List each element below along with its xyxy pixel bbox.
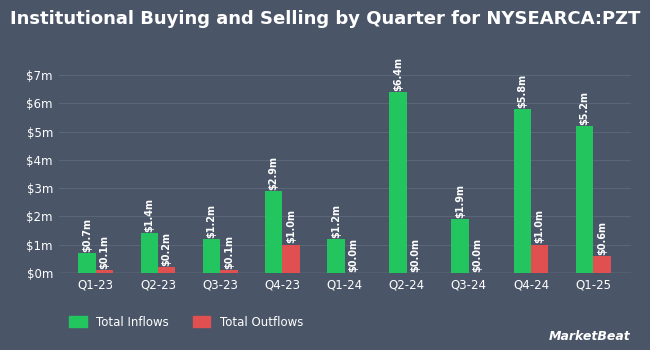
Text: $1.0m: $1.0m (286, 209, 296, 243)
Legend: Total Inflows, Total Outflows: Total Inflows, Total Outflows (64, 311, 308, 333)
Bar (389, 92, 407, 273)
Bar (265, 191, 282, 273)
Bar (79, 253, 96, 273)
Bar (158, 267, 176, 273)
Bar (282, 245, 300, 273)
Text: $1.2m: $1.2m (207, 204, 216, 238)
Text: $2.9m: $2.9m (268, 156, 279, 190)
Text: $6.4m: $6.4m (393, 57, 403, 91)
Bar (452, 219, 469, 273)
Text: $1.2m: $1.2m (331, 204, 341, 238)
Bar (514, 109, 531, 273)
Text: $5.8m: $5.8m (517, 74, 527, 108)
Text: $0.1m: $0.1m (99, 235, 109, 269)
Text: MarketBeat: MarketBeat (549, 330, 630, 343)
Text: $0.6m: $0.6m (597, 220, 607, 255)
Text: $0.0m: $0.0m (473, 238, 482, 272)
Text: $0.2m: $0.2m (162, 232, 172, 266)
Bar (203, 239, 220, 273)
Bar (531, 245, 549, 273)
Text: $0.7m: $0.7m (82, 218, 92, 252)
Bar (327, 239, 344, 273)
Bar (576, 126, 593, 273)
Bar (140, 233, 158, 273)
Text: $1.4m: $1.4m (144, 198, 154, 232)
Text: $1.0m: $1.0m (535, 209, 545, 243)
Bar (220, 270, 237, 273)
Text: Institutional Buying and Selling by Quarter for NYSEARCA:PZT: Institutional Buying and Selling by Quar… (10, 10, 640, 28)
Text: $0.0m: $0.0m (348, 238, 358, 272)
Text: $1.9m: $1.9m (455, 184, 465, 218)
Text: $0.1m: $0.1m (224, 235, 234, 269)
Bar (96, 270, 113, 273)
Text: $0.0m: $0.0m (410, 238, 421, 272)
Text: $5.2m: $5.2m (580, 91, 590, 125)
Bar (593, 256, 610, 273)
